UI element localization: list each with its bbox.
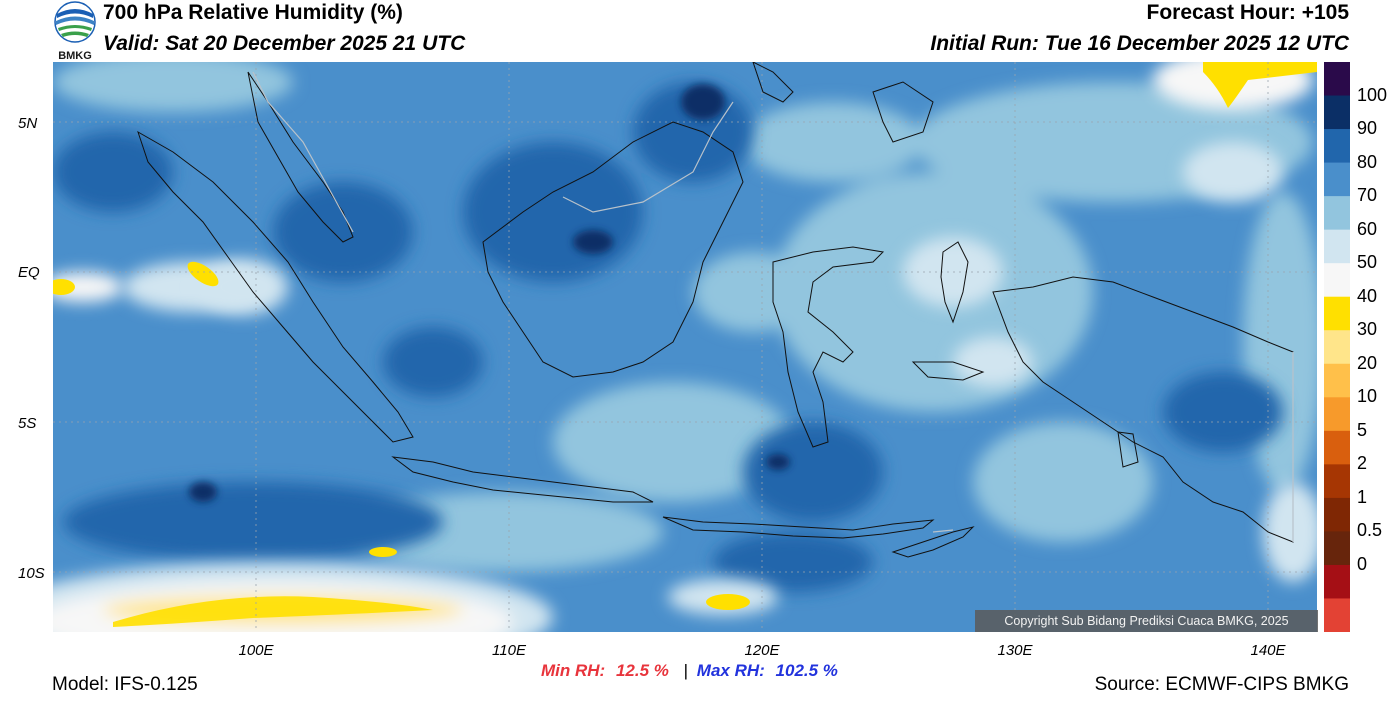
colorbar-label: 0.5 <box>1357 520 1383 541</box>
map-title: 700 hPa Relative Humidity (%) <box>103 1 403 24</box>
bmkg-logo: BMKG <box>54 1 96 62</box>
lon-label-130e: 130E <box>997 642 1033 659</box>
stats-separator: | <box>683 661 689 680</box>
colorbar-label: 40 <box>1357 285 1378 306</box>
min-rh-label: Min RH: <box>541 661 606 680</box>
coastlines <box>137 62 1294 558</box>
colorbar-swatch <box>1324 363 1350 398</box>
colorbar-label: 60 <box>1357 218 1378 239</box>
colorbar-label: 50 <box>1357 252 1378 273</box>
lat-label-5s: 5S <box>18 415 37 432</box>
colorbar-swatch <box>1324 564 1350 599</box>
source-label: Source: ECMWF-CIPS BMKG <box>1094 674 1349 695</box>
forecast-hour: Forecast Hour: +105 <box>1146 1 1350 24</box>
colorbar-swatch <box>1324 95 1350 130</box>
rh-stats: Min RH: 12.5 % | Max RH: 102.5 % <box>541 661 838 681</box>
max-rh-label: Max RH: <box>696 661 765 680</box>
colorbar-swatch <box>1324 162 1350 197</box>
borders <box>252 71 1294 542</box>
lat-label-eq: EQ <box>18 264 40 281</box>
colorbar-label: 5 <box>1357 419 1368 440</box>
graticule <box>53 62 1317 632</box>
lat-label-10s: 10S <box>18 565 45 582</box>
colorbar-label: 90 <box>1357 118 1378 139</box>
lat-label-5n: 5N <box>18 115 38 132</box>
lon-label-140e: 140E <box>1250 642 1286 659</box>
colorbar-label: 30 <box>1357 319 1378 340</box>
colorbar <box>1324 62 1350 632</box>
model-label: Model: IFS-0.125 <box>52 674 198 695</box>
lon-label-110e: 110E <box>492 642 526 659</box>
humidity-map <box>53 62 1317 632</box>
colorbar-label: 20 <box>1357 352 1378 373</box>
initial-run: Initial Run: Tue 16 December 2025 12 UTC <box>930 32 1349 55</box>
valid-time: Valid: Sat 20 December 2025 21 UTC <box>103 32 466 55</box>
colorbar-swatch <box>1324 464 1350 499</box>
colorbar-label: 10 <box>1357 386 1378 407</box>
colorbar-swatch <box>1324 430 1350 465</box>
colorbar-label: 70 <box>1357 185 1378 206</box>
rh-field-deepest <box>189 84 790 502</box>
colorbar-label: 80 <box>1357 151 1378 172</box>
min-rh-value: 12.5 % <box>615 661 669 680</box>
colorbar-swatch <box>1324 296 1350 331</box>
colorbar-label: 0 <box>1357 553 1368 574</box>
colorbar-swatch <box>1324 229 1350 264</box>
colorbar-swatch <box>1324 397 1350 432</box>
colorbar-swatch <box>1324 497 1350 532</box>
colorbar-label: 1 <box>1357 486 1368 507</box>
logo-text: BMKG <box>58 50 92 62</box>
copyright-notice: Copyright Sub Bidang Prediksi Cuaca BMKG… <box>975 610 1318 632</box>
colorbar-label: 100 <box>1357 84 1388 105</box>
colorbar-swatch <box>1324 263 1350 298</box>
colorbar-swatch <box>1324 598 1350 632</box>
lon-label-120e: 120E <box>744 642 780 659</box>
colorbar-swatch <box>1324 330 1350 365</box>
colorbar-swatch <box>1324 196 1350 231</box>
rh-field-verylight <box>123 142 1317 582</box>
rh-dry-yellow <box>53 62 1317 627</box>
colorbar-swatch <box>1324 531 1350 566</box>
colorbar-swatch <box>1324 62 1350 97</box>
colorbar-label: 2 <box>1357 453 1368 474</box>
max-rh-value: 102.5 % <box>775 661 838 680</box>
lon-label-100e: 100E <box>238 642 274 659</box>
colorbar-swatch <box>1324 129 1350 164</box>
